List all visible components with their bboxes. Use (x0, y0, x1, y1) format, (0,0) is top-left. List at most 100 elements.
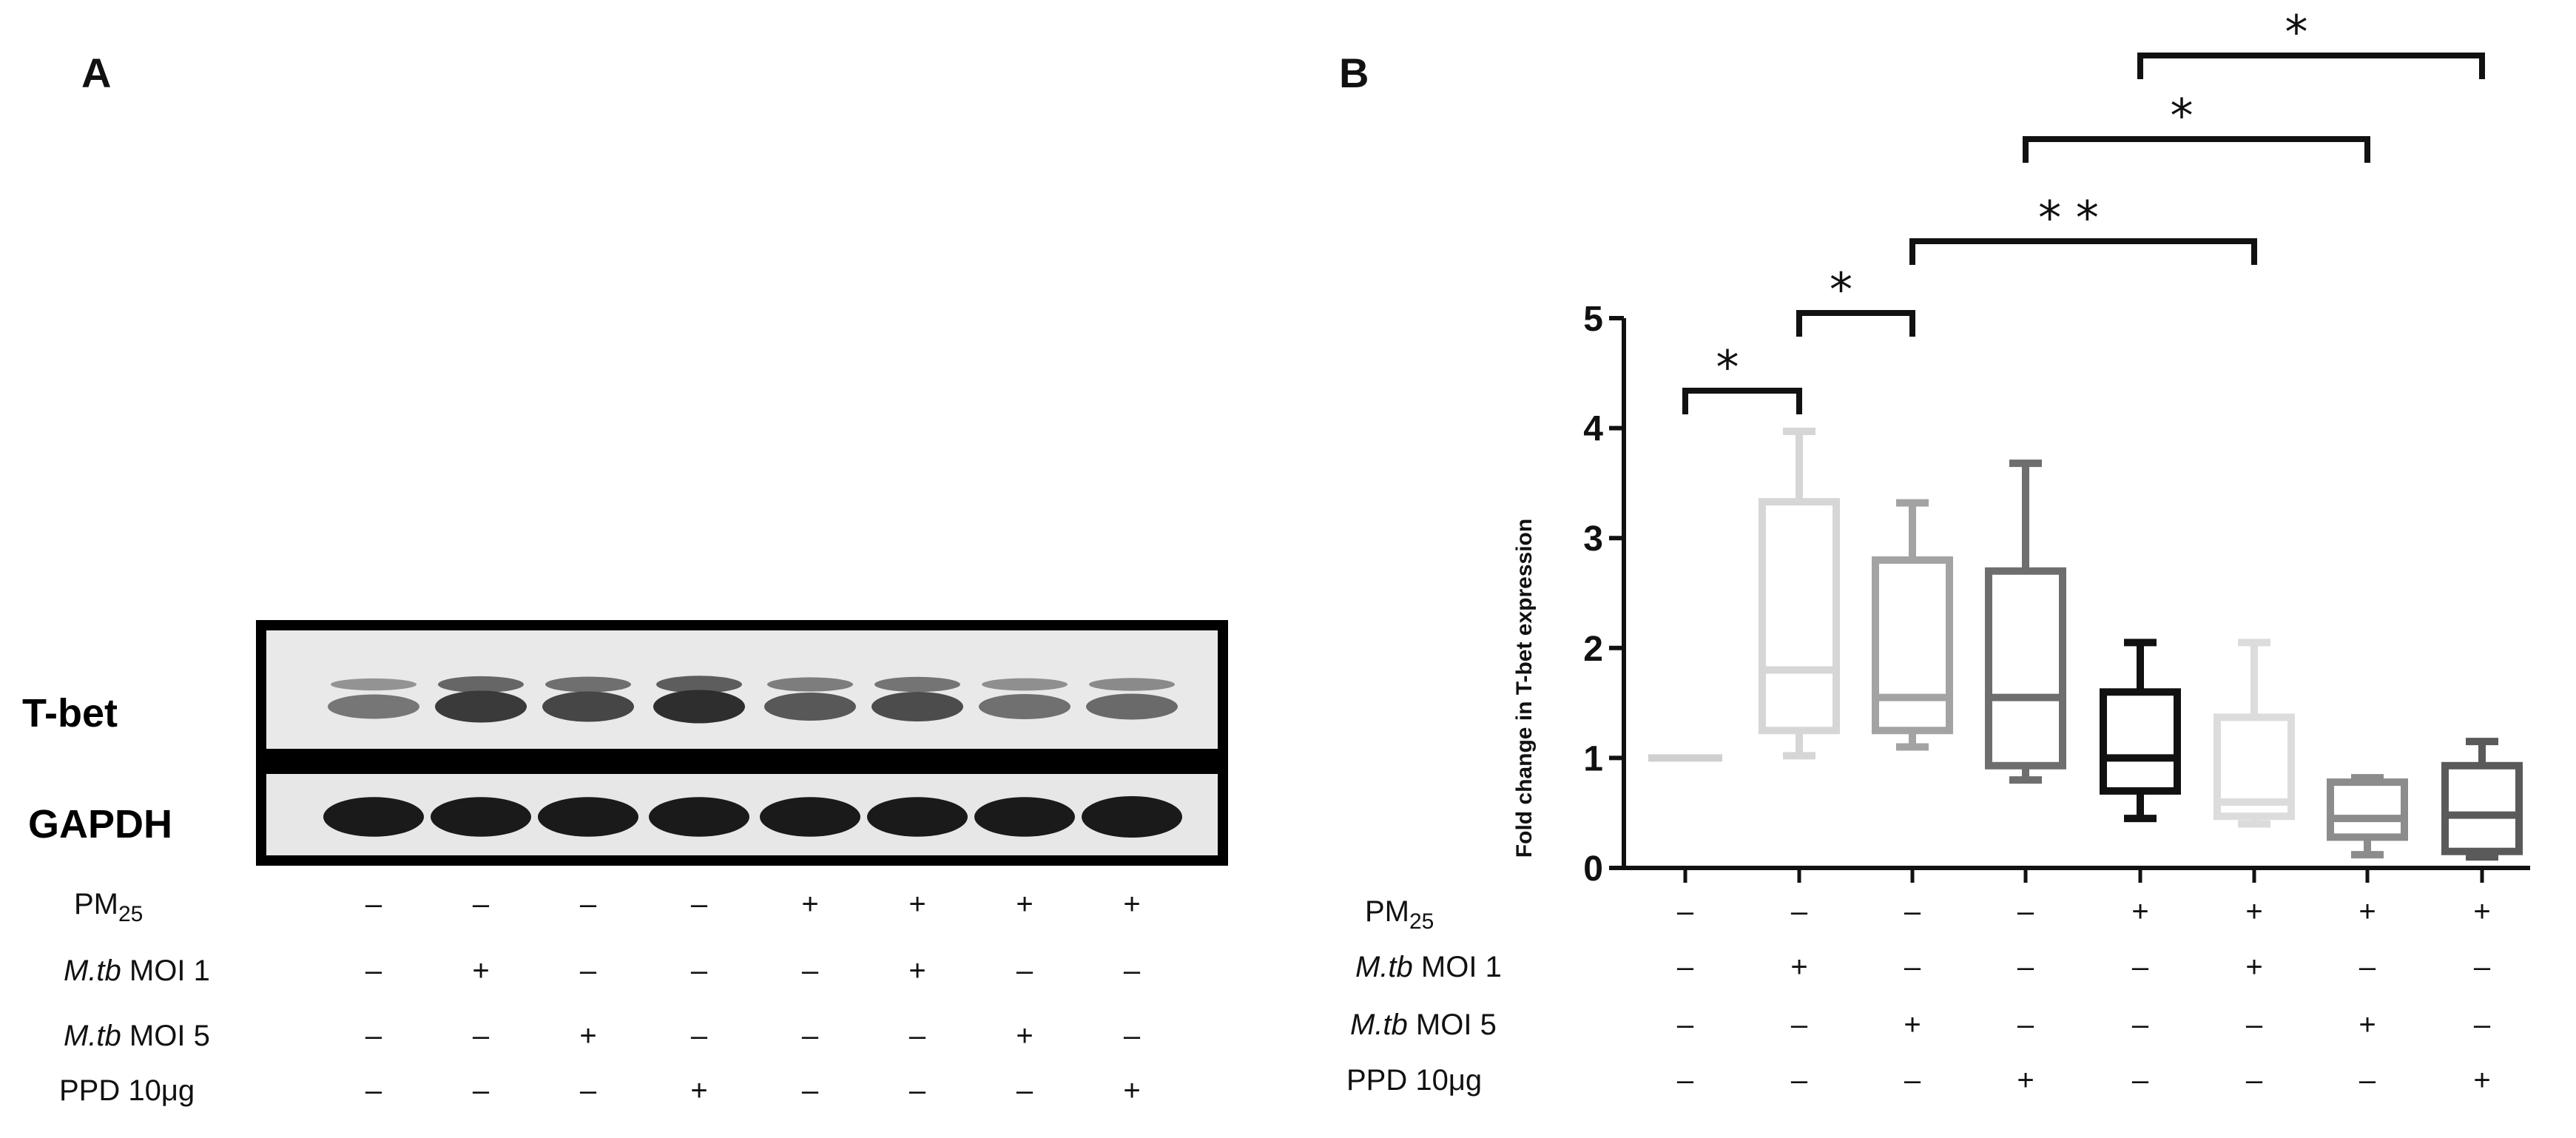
tbet-band-lower (653, 690, 745, 724)
significance-brackets: * * * * * * (1682, 5, 2485, 414)
tbet-band-upper (656, 676, 742, 693)
condition-sign: + (908, 954, 925, 987)
condition-sign: + (1016, 1020, 1033, 1052)
condition-sign: – (1791, 1009, 1808, 1041)
row-label: M.tb MOI 1 (64, 954, 210, 987)
tbet-band-lower (1086, 693, 1178, 720)
condition-sign: + (2358, 1009, 2376, 1041)
significance-star: * * (2038, 191, 2099, 245)
condition-sign: + (472, 954, 489, 987)
condition-sign: – (802, 1020, 819, 1052)
significance-bracket (1682, 388, 1802, 414)
significance-star: * (2171, 89, 2194, 143)
tbet-band-upper (438, 676, 524, 693)
condition-sign: + (690, 1074, 707, 1107)
tbet-band-upper (331, 678, 417, 691)
row-label: M.tb MOI 5 (64, 1020, 210, 1052)
condition-sign: + (2131, 895, 2148, 928)
box-group (2213, 639, 2295, 828)
condition-sign: + (579, 1020, 596, 1052)
row-label: PPD 10μg (1346, 1064, 1482, 1097)
tbet-band-lower (979, 694, 1070, 719)
condition-sign: – (1677, 1009, 1694, 1041)
condition-sign: + (1790, 951, 1807, 983)
row-label: PM25 (74, 888, 143, 926)
condition-sign: + (2017, 1064, 2034, 1097)
gapdh-band (431, 797, 531, 837)
box-group (2441, 738, 2523, 861)
row-label: M.tb MOI 1 (1355, 951, 1502, 983)
condition-sign: – (1904, 1064, 1921, 1097)
gapdh-band (649, 797, 749, 837)
significance-star: * (1830, 263, 1852, 317)
condition-sign: – (2017, 895, 2034, 928)
row-label: PPD 10μg (59, 1074, 195, 1107)
condition-sign: – (580, 954, 597, 987)
box-iqr (2100, 688, 2181, 795)
condition-sign: + (1016, 888, 1033, 920)
condition-sign: – (2359, 1064, 2376, 1097)
condition-table-a: PM25 – – – – + + + + M.tb MOI 1 – + – – – + – – M.tb MOI 5… (59, 888, 1141, 1107)
box-group (2100, 639, 2181, 823)
row-label-main: PM (1365, 895, 1409, 928)
gapdh-label: GAPDH (28, 802, 172, 846)
condition-sign: + (2473, 1064, 2490, 1097)
gapdh-band (867, 797, 968, 837)
row-label-italic: M.tb (64, 1020, 121, 1052)
tbet-band-upper (982, 678, 1068, 691)
condition-sign: – (365, 1020, 382, 1052)
axes: 0 1 2 3 4 5 (1583, 300, 2530, 889)
row-label-main: MOI 1 (121, 954, 210, 987)
condition-sign: – (802, 1074, 819, 1107)
condition-sign: – (691, 954, 708, 987)
panel-b-label: B (1339, 50, 1369, 96)
condition-sign: – (2132, 1064, 2149, 1097)
condition-sign: – (580, 1074, 597, 1107)
significance-bracket (2137, 53, 2485, 79)
condition-sign: – (691, 1020, 708, 1052)
condition-sign: – (1904, 951, 1921, 983)
y-tick-label: 3 (1583, 519, 1603, 559)
significance-star: * (2285, 5, 2308, 59)
condition-sign: + (1123, 888, 1140, 920)
condition-sign: – (2132, 951, 2149, 983)
tbet-band-upper (1089, 678, 1175, 691)
condition-sign: + (2358, 895, 2376, 928)
gapdh-band (323, 797, 424, 837)
condition-table-b: PM25 – – – – + + + + M.tb MOI 1 – + – – – + – – M.tb MOI 5… (1346, 895, 2491, 1097)
condition-sign: – (2474, 951, 2491, 983)
condition-sign: – (1016, 1074, 1034, 1107)
tbet-strip (266, 630, 1218, 749)
row-label-subscript: 25 (1409, 909, 1434, 934)
condition-sign: – (1791, 895, 1808, 928)
condition-sign: – (365, 1074, 382, 1107)
significance-bracket (2023, 136, 2370, 163)
box-iqr (2213, 713, 2295, 821)
significance-bracket (1909, 238, 2257, 265)
row-label-main: PPD 10μg (1346, 1064, 1482, 1097)
condition-sign: – (802, 954, 819, 987)
box-group (2327, 774, 2408, 859)
gapdh-bands (323, 796, 1182, 838)
condition-sign: + (1123, 1074, 1140, 1107)
row-label: PM25 (1365, 895, 1434, 934)
tbet-label: T-bet (22, 691, 118, 735)
panel-a-label: A (81, 50, 111, 96)
gapdh-band (1082, 796, 1182, 838)
condition-sign: + (2245, 895, 2262, 928)
tbet-band-upper (874, 676, 960, 693)
box-iqr (2441, 761, 2523, 855)
tbet-band-lower (871, 692, 963, 721)
row-label-main: MOI 1 (1413, 951, 1502, 983)
condition-sign: – (473, 1020, 490, 1052)
gapdh-band (974, 797, 1075, 837)
box-group (1985, 459, 2066, 784)
condition-sign: – (1677, 895, 1694, 928)
condition-sign: + (908, 888, 925, 920)
condition-sign: + (2245, 951, 2262, 983)
condition-sign: – (365, 888, 382, 920)
condition-sign: – (2246, 1064, 2263, 1097)
significance-star: * (1716, 340, 1739, 394)
y-tick-label: 5 (1583, 300, 1603, 339)
